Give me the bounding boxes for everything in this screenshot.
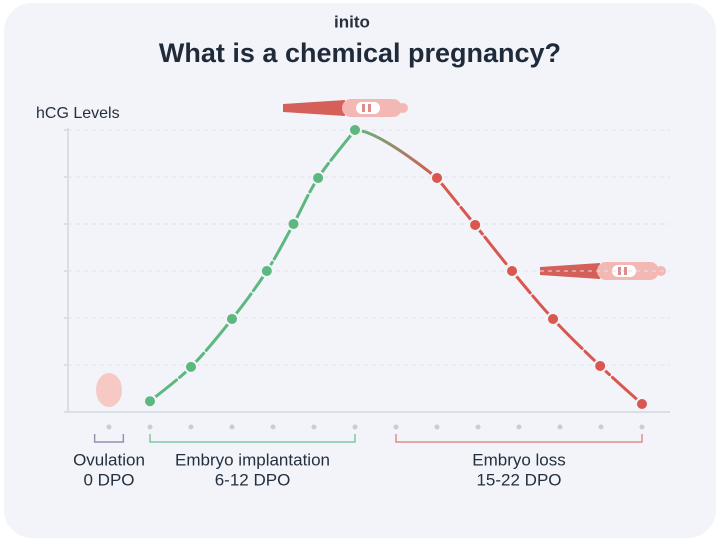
data-point <box>286 217 301 231</box>
phase-bracket <box>149 434 356 443</box>
x-tick <box>188 424 194 430</box>
data-point <box>593 358 608 373</box>
chart-title: What is a chemical pregnancy? <box>159 38 561 68</box>
x-tick <box>434 424 440 430</box>
data-point <box>184 359 198 374</box>
x-tick <box>393 424 399 430</box>
test-icon <box>283 99 408 117</box>
data-point <box>430 170 444 185</box>
data-point <box>505 264 520 278</box>
phase-label: Ovulation <box>73 450 145 469</box>
phase-bracket <box>93 434 125 443</box>
x-tick <box>598 424 604 430</box>
x-tick <box>475 424 481 430</box>
x-tick <box>106 424 112 430</box>
x-tick <box>229 424 235 430</box>
data-point <box>311 170 326 185</box>
y-axis-label: hCG Levels <box>36 105 120 122</box>
egg-icon <box>96 373 122 407</box>
x-tick <box>311 424 317 430</box>
x-tick <box>352 424 358 430</box>
phase-bracket <box>395 434 643 443</box>
phase-sublabel: 0 DPO <box>83 470 134 489</box>
x-tick <box>516 424 522 430</box>
x-tick <box>147 424 153 430</box>
data-point <box>468 217 483 232</box>
data-point <box>546 311 561 326</box>
data-point <box>143 394 157 409</box>
brand-logo: inito <box>334 12 370 31</box>
data-point <box>259 264 274 278</box>
x-tick <box>639 424 645 430</box>
x-tick <box>557 424 563 430</box>
data-point <box>635 397 649 412</box>
phase-label: Embryo loss <box>472 450 566 469</box>
data-point <box>348 123 362 137</box>
data-point <box>225 311 239 326</box>
phase-sublabel: 15-22 DPO <box>476 470 561 489</box>
phase-sublabel: 6-12 DPO <box>215 470 291 489</box>
phase-label: Embryo implantation <box>175 450 330 469</box>
x-tick <box>270 424 276 430</box>
